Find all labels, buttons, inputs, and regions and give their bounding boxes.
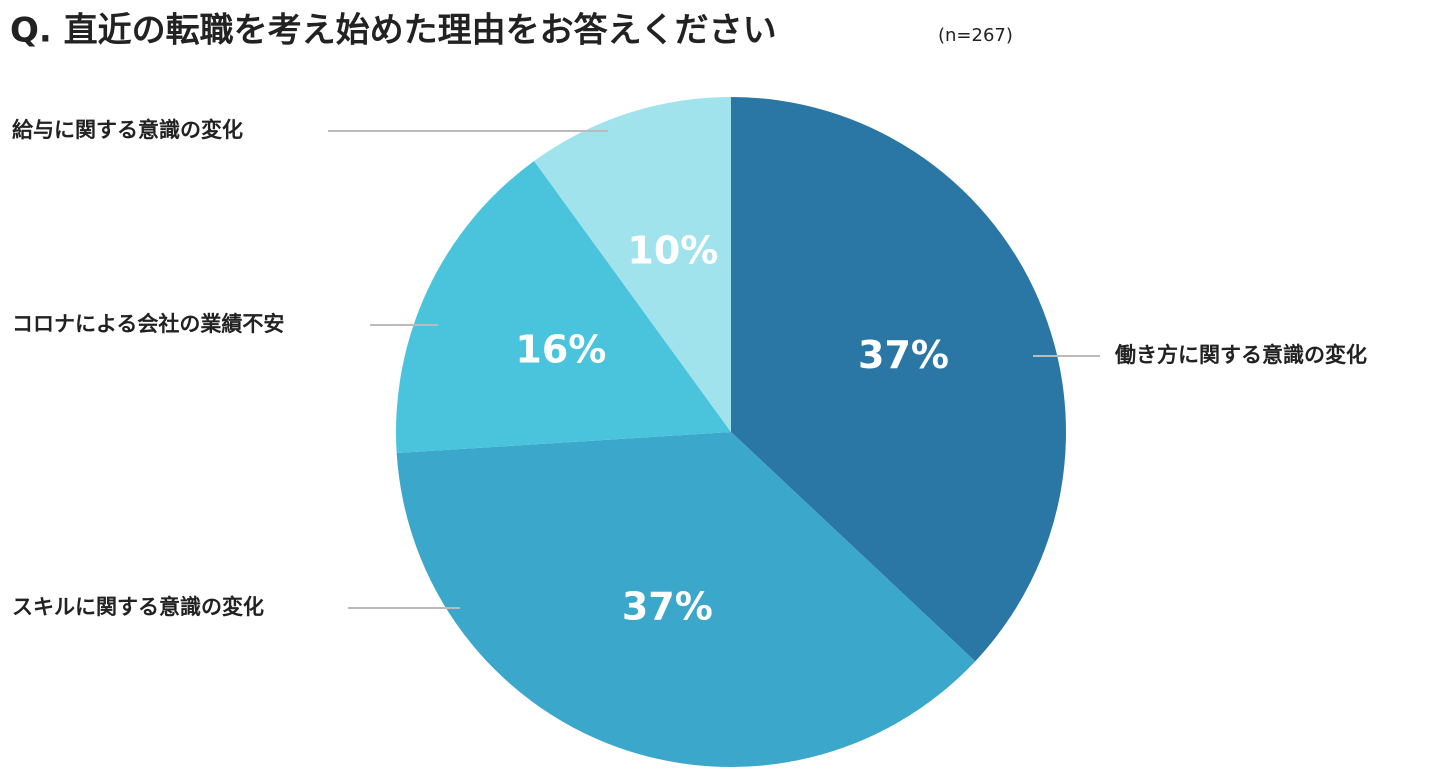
chart-title: Q. 直近の転職を考え始めた理由をお答えください [10, 11, 777, 51]
chart-subtitle: (n=267) [938, 25, 1013, 46]
category-label: スキルに関する意識の変化 [12, 595, 264, 619]
value-label: 37% [858, 333, 949, 377]
value-label: 10% [627, 229, 718, 273]
category-label: 働き方に関する意識の変化 [1114, 343, 1367, 367]
value-label: 16% [515, 327, 606, 371]
value-label: 37% [622, 584, 713, 628]
category-label: 給与に関する意識の変化 [12, 118, 243, 142]
pie-slice [534, 97, 731, 432]
category-label: コロナによる会社の業績不安 [12, 312, 284, 336]
pie-slice [731, 97, 1066, 662]
pie-slice [396, 432, 976, 768]
pie-slice [395, 160, 731, 454]
